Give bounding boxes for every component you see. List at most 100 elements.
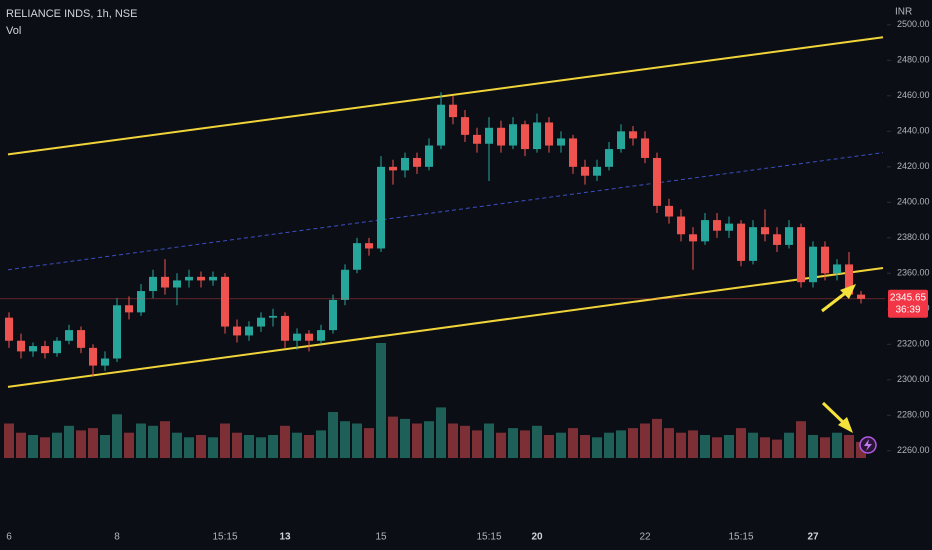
candle-body (557, 138, 565, 146)
candle-body (581, 166, 589, 176)
x-tick-label: 15:15 (476, 532, 501, 543)
candle-body (593, 166, 601, 176)
candle-body (629, 131, 637, 139)
volume-bar (796, 421, 806, 458)
y-tick-label: 2480.00 (897, 55, 930, 65)
candle-body (437, 104, 445, 146)
volume-bar (256, 437, 266, 458)
y-tick-label: 2460.00 (897, 90, 930, 100)
volume-bar (424, 421, 434, 458)
volume-bar (724, 435, 734, 458)
volume-bar (784, 432, 794, 458)
y-tick-label: 2360.00 (897, 268, 930, 278)
y-tick-label: 2280.00 (897, 410, 930, 420)
candle-body (269, 315, 277, 318)
candle-body (221, 276, 229, 327)
candle-body (737, 223, 745, 261)
candle-body (209, 276, 217, 281)
volume-bar (568, 428, 578, 458)
volume-bar (40, 437, 50, 458)
volume-bar (208, 437, 218, 458)
candle-body (353, 243, 361, 270)
volume-bar (388, 416, 398, 458)
volume-bar (160, 421, 170, 458)
volume-bar (364, 428, 374, 458)
volume-bar (64, 425, 74, 458)
candle-body (377, 166, 385, 249)
candle-body (113, 305, 121, 359)
volume-bar (604, 432, 614, 458)
candle-body (761, 227, 769, 235)
candle-body (197, 276, 205, 281)
volume-bar (232, 432, 242, 458)
candle-body (785, 227, 793, 245)
volume-bar (592, 437, 602, 458)
volume-bar (616, 430, 626, 458)
x-tick-label: 15 (375, 532, 387, 543)
candle-body (329, 299, 337, 331)
volume-bar (712, 437, 722, 458)
candle-body (713, 220, 721, 231)
candle-body (461, 117, 469, 135)
volume-bar (808, 435, 818, 458)
volume-bar (316, 430, 326, 458)
volume-bar (760, 437, 770, 458)
y-tick-label: 2400.00 (897, 197, 930, 207)
volume-bar (472, 430, 482, 458)
countdown-label: 36:39 (895, 304, 920, 315)
chart-title: RELIANCE INDS, 1h, NSE (6, 8, 137, 20)
volume-bar (100, 435, 110, 458)
candle-body (149, 276, 157, 292)
candle-body (365, 243, 373, 249)
y-tick-label: 2320.00 (897, 339, 930, 349)
candle-body (89, 347, 97, 366)
y-tick-label: 2260.00 (897, 445, 930, 455)
candle-body (449, 104, 457, 118)
trendline (7, 152, 884, 271)
volume-bar (172, 432, 182, 458)
volume-bar (820, 437, 830, 458)
volume-bar (184, 437, 194, 458)
candle-body (617, 131, 625, 150)
x-tick-label: 13 (279, 532, 291, 543)
volume-bar (4, 423, 14, 458)
trendline (7, 36, 884, 156)
candle-body (425, 145, 433, 167)
volume-bar (700, 435, 710, 458)
y-tick-label: 2300.00 (897, 374, 930, 384)
volume-bar (556, 432, 566, 458)
volume-bar (280, 425, 290, 458)
volume-bar (832, 432, 842, 458)
candle-body (317, 330, 325, 341)
volume-bar (520, 430, 530, 458)
y-tick-label: 2420.00 (897, 161, 930, 171)
candle-body (701, 220, 709, 242)
volume-bar (88, 428, 98, 458)
x-tick-label: 6 (6, 532, 12, 543)
candle-body (689, 234, 697, 242)
candle-body (545, 122, 553, 146)
volume-bar (688, 430, 698, 458)
volume-bar (16, 432, 26, 458)
candle-body (497, 127, 505, 146)
y-tick-label: 2500.00 (897, 19, 930, 29)
volume-bar (136, 423, 146, 458)
candle-body (773, 234, 781, 245)
alert-icon (859, 436, 877, 454)
x-tick-label: 27 (807, 532, 819, 543)
candle-body (341, 269, 349, 300)
candle-body (749, 227, 757, 261)
volume-bar (304, 435, 314, 458)
volume-bar (148, 425, 158, 458)
volume-bar (292, 432, 302, 458)
volume-bar (268, 435, 278, 458)
candle-body (485, 127, 493, 144)
candle-body (641, 138, 649, 158)
candle-body (137, 291, 145, 313)
volume-bar (748, 432, 758, 458)
candle-body (161, 276, 169, 288)
y-tick-label: 2440.00 (897, 126, 930, 136)
currency-label: INR (895, 7, 912, 18)
volume-bar (412, 423, 422, 458)
